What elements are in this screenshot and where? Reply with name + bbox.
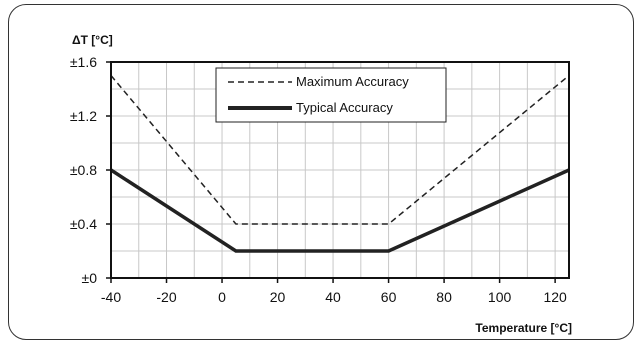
series-lines: [110, 74, 570, 253]
legend-box: [215, 67, 447, 123]
y-tick-label: ±0.4: [70, 216, 97, 232]
legend-label-maximum: Maximum Accuracy: [296, 74, 409, 89]
x-tick-label: -40: [101, 289, 121, 305]
x-tick-label: 120: [543, 289, 567, 305]
series-line-typical-accuracy: [110, 168, 570, 253]
x-tick-label: 40: [325, 289, 341, 305]
y-tick-label: ±1.2: [70, 108, 97, 124]
x-tick-label: 100: [488, 289, 512, 305]
y-tick-label: ±0.8: [70, 162, 97, 178]
y-tick-label: ±0: [82, 270, 98, 286]
x-tick-label: -20: [156, 289, 176, 305]
legend: Maximum Accuracy Typical Accuracy: [215, 67, 447, 123]
x-axis-ticks: -40 -20 0 20 40 60 80 100 120: [101, 278, 567, 305]
y-axis-label: ΔT [°C]: [72, 33, 113, 47]
y-axis-ticks: ±0 ±0.4 ±0.8 ±1.2 ±1.6: [70, 54, 111, 286]
x-tick-label: 20: [270, 289, 286, 305]
x-axis-label: Temperature [°C]: [475, 321, 572, 335]
series-line-maximum-accuracy: [110, 74, 570, 225]
x-tick-label: 0: [218, 289, 226, 305]
y-tick-label: ±1.6: [70, 54, 97, 70]
x-tick-label: 60: [381, 289, 397, 305]
x-tick-label: 80: [436, 289, 452, 305]
legend-label-typical: Typical Accuracy: [296, 100, 393, 115]
